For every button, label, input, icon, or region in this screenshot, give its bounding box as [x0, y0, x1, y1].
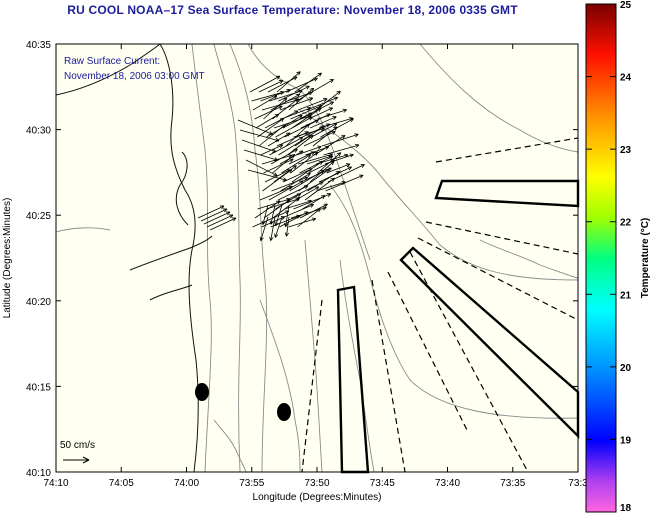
- contour-line: [229, 43, 268, 473]
- y-tick-label: 40:20: [26, 297, 51, 308]
- colorbar-tick-label: 23: [620, 145, 632, 156]
- colorbar-ticks: 25 24 23 22 21 20 19 18: [586, 0, 632, 514]
- dashed-line: [425, 221, 579, 255]
- contour-line: [55, 227, 111, 233]
- colorbar-tick-label: 19: [620, 435, 632, 446]
- contour-line: [479, 239, 579, 279]
- y-axis-label: Latitude (Degrees:Minutes): [2, 198, 13, 319]
- x-tick-label: 73:35: [500, 478, 525, 489]
- contour-line: [213, 43, 241, 473]
- station-marker: [277, 403, 291, 421]
- colorbar-tick-label: 25: [620, 0, 632, 11]
- coastline-inlet: [175, 151, 189, 226]
- colorbar-tick-label: 22: [620, 218, 632, 229]
- contour-line: [299, 109, 579, 281]
- x-tick-label: 74:05: [109, 478, 134, 489]
- dashed-line: [409, 251, 529, 473]
- scale-arrow: [63, 456, 90, 464]
- y-tick-label: 40:15: [26, 382, 51, 393]
- y-axis-ticks: 40:35 40:30 40:25 40:20 40:15 40:10: [26, 40, 578, 479]
- x-tick-label: 73:55: [239, 478, 264, 489]
- contour-line: [247, 43, 371, 261]
- x-tick-label: 73:50: [304, 478, 329, 489]
- x-axis-ticks: 74:10 74:05 74:00 73:55 73:50 73:45 73:40 73:35…: [43, 44, 588, 489]
- x-tick-label: 74:10: [43, 478, 68, 489]
- contour-line: [213, 419, 247, 473]
- map-title: RU COOL NOAA–17 Sea Surface Temperature:…: [67, 3, 518, 17]
- x-tick-label: 73:3: [568, 478, 588, 489]
- plot-area: [56, 44, 578, 472]
- coastline-north: [55, 43, 161, 96]
- x-tick-label: 73:45: [370, 478, 395, 489]
- contour-line: [259, 299, 301, 473]
- dashed-line: [371, 279, 406, 473]
- x-tick-label: 73:40: [435, 478, 460, 489]
- coastline-bay: [129, 235, 213, 271]
- dashed-line: [301, 299, 323, 473]
- colorbar-tick-label: 18: [620, 503, 632, 514]
- radar-range-lines: [301, 137, 579, 473]
- x-tick-label: 74:00: [174, 478, 199, 489]
- contour-line: [419, 43, 579, 153]
- contour-line: [329, 184, 579, 419]
- colorbar-tick-label: 20: [620, 363, 632, 374]
- bathymetry-contours: [55, 43, 579, 473]
- current-timestamp: November 18, 2006 03:00 GMT: [64, 71, 205, 82]
- x-axis-label: Longitude (Degrees:Minutes): [253, 492, 382, 503]
- colorbar-label: Temperature (°C): [640, 218, 651, 299]
- contour-line: [191, 43, 212, 473]
- y-tick-label: 40:10: [26, 468, 51, 479]
- scale-label: 50 cm/s: [60, 440, 95, 451]
- colorbar-tick-label: 21: [620, 290, 632, 301]
- y-tick-label: 40:25: [26, 211, 51, 222]
- coastline-bay-2: [149, 284, 193, 301]
- dashed-line: [435, 137, 579, 163]
- current-label: Raw Surface Current:: [64, 56, 160, 67]
- y-tick-label: 40:30: [26, 126, 51, 137]
- station-marker: [195, 383, 209, 401]
- y-tick-label: 40:35: [26, 40, 51, 51]
- current-vectors: [197, 71, 365, 241]
- colorbar-tick-label: 24: [620, 73, 632, 84]
- colorbar: [585, 3, 617, 513]
